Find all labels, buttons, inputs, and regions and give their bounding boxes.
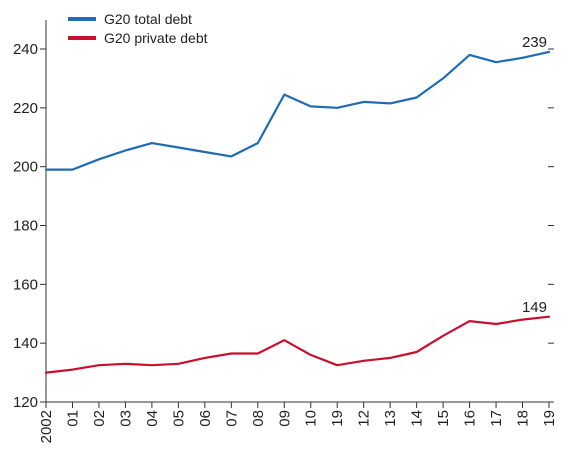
x-tick-label: 19 xyxy=(329,410,346,427)
y-tick-label: 160 xyxy=(13,276,38,293)
x-tick-label: 2002 xyxy=(38,410,55,443)
series-line-private-debt xyxy=(44,315,551,374)
x-tick-label: 13 xyxy=(382,410,399,427)
series-line-total-debt xyxy=(44,50,551,171)
legend-label-total-debt: G20 total debt xyxy=(104,11,192,27)
x-tick-label: 12 xyxy=(356,410,373,427)
series-layer xyxy=(44,50,551,374)
x-tick-label: 09 xyxy=(276,410,293,427)
y-tick-label: 240 xyxy=(13,41,38,58)
x-tick-label: 04 xyxy=(144,410,161,427)
y-tick-label: 120 xyxy=(13,394,38,411)
x-tick-label: 10 xyxy=(303,410,320,427)
x-tick-label: 01 xyxy=(64,410,81,427)
y-tick-label: 200 xyxy=(13,159,38,176)
x-tick-label: 07 xyxy=(223,410,240,427)
legend-label-private-debt: G20 private debt xyxy=(104,30,208,46)
end-label-total-debt: 239 xyxy=(522,34,547,51)
x-tick-label: 05 xyxy=(170,410,187,427)
y-tick-label: 220 xyxy=(13,100,38,117)
y-tick-label: 140 xyxy=(13,335,38,352)
x-tick-label: 03 xyxy=(117,410,134,427)
y-tick-label: 180 xyxy=(13,218,38,235)
x-tick-label: 18 xyxy=(515,410,532,427)
x-tick-label: 19 xyxy=(541,410,558,427)
x-tick-label: 08 xyxy=(250,410,267,427)
x-tick-label: 14 xyxy=(409,410,426,427)
x-tick-label: 15 xyxy=(435,410,452,427)
legend-item-private-debt: G20 private debt xyxy=(68,30,208,46)
x-tick-label: 17 xyxy=(488,410,505,427)
x-tick-label: 16 xyxy=(462,410,479,427)
x-tick-label: 02 xyxy=(91,410,108,427)
end-label-private-debt: 149 xyxy=(522,299,547,316)
axes: 120 140 160 180 200 220 240 2002 01 02 03 04 05 06 07 0… xyxy=(13,20,558,443)
legend-item-total-debt: G20 total debt xyxy=(68,11,192,27)
x-tick-label: 06 xyxy=(197,410,214,427)
legend: G20 total debt G20 private debt xyxy=(68,11,208,46)
